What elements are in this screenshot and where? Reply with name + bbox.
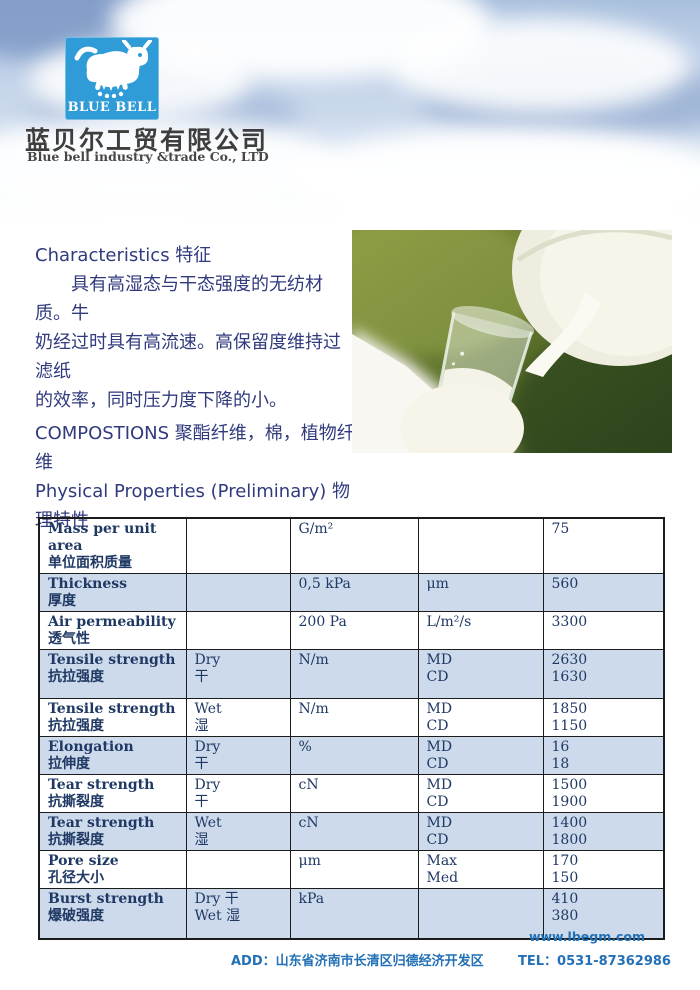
- logo-wordmark: BLUE BELL: [67, 100, 157, 115]
- direction-cell: MD CD: [417, 698, 544, 737]
- value-cell: 560: [542, 573, 665, 612]
- unit-cell: 200 Pa: [289, 611, 419, 650]
- company-name-en: Blue bell industry &trade Co., LTD: [27, 149, 269, 164]
- milk-photo: [352, 230, 672, 453]
- unit-cell: kPa: [289, 888, 419, 939]
- condition-cell: Wet 湿: [185, 698, 291, 737]
- unit-cell: cN: [289, 774, 419, 813]
- footer-address: ADD：山东省济南市长清区归德经济开发区: [231, 954, 484, 969]
- footer-telephone: TEL：0531-87362986: [518, 954, 671, 969]
- value-cell: 410 380: [542, 888, 665, 939]
- prop-name-cell: Tensile strength 抗拉强度: [38, 649, 187, 699]
- table-row: Tensile strength 抗拉强度 Wet 湿 N/m MD CD 18…: [38, 698, 665, 737]
- condition-cell: Dry 干: [185, 736, 291, 775]
- condition-cell: [185, 850, 291, 889]
- value-cell: 16 18: [542, 736, 665, 775]
- prop-name-cell: Tensile strength 抗拉强度: [38, 698, 187, 737]
- cow-icon: [74, 40, 152, 98]
- company-name-zh: 蓝贝尔工贸有限公司: [25, 126, 269, 155]
- prop-name-cell: Air permeability 透气性: [38, 611, 187, 650]
- condition-cell: [185, 611, 291, 650]
- condition-cell: Wet 湿: [185, 812, 291, 851]
- prop-name-cell: Pore size 孔径大小: [38, 850, 187, 889]
- direction-cell: Max Med: [417, 850, 544, 889]
- properties-table: Mass per unit area 单位面积质量 G/m² 75 Thickn…: [38, 517, 665, 940]
- intro-section: Characteristics 特征 具有高湿态与干态强度的无纺材质。牛 奶经过…: [35, 241, 355, 535]
- direction-cell: MD CD: [417, 649, 544, 699]
- unit-cell: cN: [289, 812, 419, 851]
- value-cell: 2630 1630: [542, 649, 665, 699]
- prop-name-cell: Thickness 厚度: [38, 573, 187, 612]
- condition-cell: [185, 517, 291, 574]
- prop-name-cell: Tear strength 抗撕裂度: [38, 774, 187, 813]
- condition-cell: Dry 干 Wet 湿: [185, 888, 291, 939]
- value-cell: 75: [542, 517, 665, 574]
- unit-cell: %: [289, 736, 419, 775]
- direction-cell: [417, 888, 544, 939]
- condition-cell: [185, 573, 291, 612]
- unit-cell: G/m²: [289, 517, 419, 574]
- characteristics-paragraph: 具有高湿态与干态强度的无纺材质。牛 奶经过时具有高流速。高保留度维持过滤纸 的效…: [35, 274, 341, 411]
- unit-cell: μm: [289, 850, 419, 889]
- unit-cell: N/m: [289, 649, 419, 699]
- sky-background: [0, 0, 700, 238]
- footer-website: www.lbegm.com: [528, 929, 645, 944]
- condition-cell: Dry 干: [185, 774, 291, 813]
- table-row: Air permeability 透气性 200 Pa L/m²/s 3300: [38, 611, 665, 650]
- direction-cell: MD CD: [417, 812, 544, 851]
- cloud: [390, 18, 690, 113]
- value-cell: 3300: [542, 611, 665, 650]
- unit-cell: 0,5 kPa: [289, 573, 419, 612]
- prop-name-cell: Elongation 拉伸度: [38, 736, 187, 775]
- prop-name-cell: Mass per unit area 单位面积质量: [38, 517, 187, 574]
- value-cell: 1500 1900: [542, 774, 665, 813]
- unit-cell: N/m: [289, 698, 419, 737]
- table-row: Thickness 厚度 0,5 kPa μm 560: [38, 573, 665, 612]
- blue-bell-logo: BLUE BELL: [65, 37, 159, 120]
- direction-cell: L/m²/s: [417, 611, 544, 650]
- table-row: Pore size 孔径大小 μm Max Med 170 150: [38, 850, 665, 889]
- table-row: Burst strength 爆破强度 Dry 干 Wet 湿 kPa 410 …: [38, 888, 665, 939]
- direction-cell: [417, 517, 544, 574]
- characteristics-heading: Characteristics 特征: [35, 245, 212, 266]
- direction-cell: μm: [417, 573, 544, 612]
- direction-cell: MD CD: [417, 736, 544, 775]
- compositions-line: COMPOSTIONS 聚酯纤维，棉，植物纤维: [35, 423, 355, 473]
- table-row: Tear strength 抗撕裂度 Wet 湿 cN MD CD 1400 1…: [38, 812, 665, 851]
- prop-name-cell: Burst strength 爆破强度: [38, 888, 187, 939]
- value-cell: 170 150: [542, 850, 665, 889]
- table-row: Tear strength 抗撕裂度 Dry 干 cN MD CD 1500 1…: [38, 774, 665, 813]
- value-cell: 1850 1150: [542, 698, 665, 737]
- table-row: Mass per unit area 单位面积质量 G/m² 75: [38, 517, 665, 574]
- prop-name-cell: Tear strength 抗撕裂度: [38, 812, 187, 851]
- table-row: Tensile strength 抗拉强度 Dry 干 N/m MD CD 26…: [38, 649, 665, 699]
- direction-cell: MD CD: [417, 774, 544, 813]
- condition-cell: Dry 干: [185, 649, 291, 699]
- table-row: Elongation 拉伸度 Dry 干 % MD CD 16 18: [38, 736, 665, 775]
- sky-fade: [0, 168, 700, 238]
- value-cell: 1400 1800: [542, 812, 665, 851]
